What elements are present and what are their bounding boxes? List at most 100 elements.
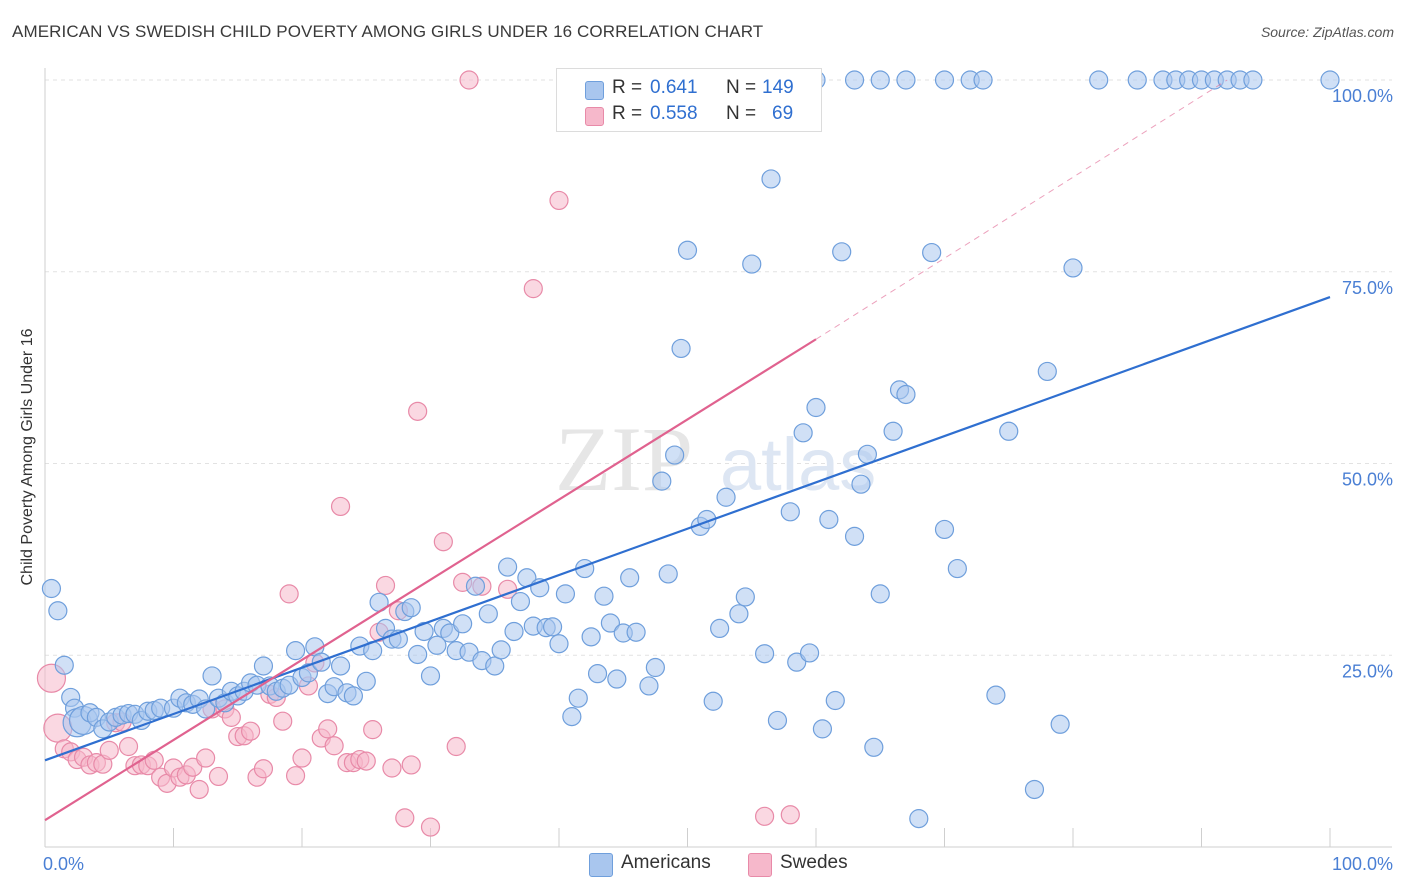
- americans-point-106: [742, 254, 762, 274]
- americans-point-79: [549, 634, 569, 654]
- swedes-point-56: [401, 755, 421, 775]
- swedes-swatch: [585, 107, 604, 126]
- americans-point-81: [562, 707, 582, 727]
- americans-point-119: [844, 526, 865, 546]
- americans-point-98: [677, 240, 698, 260]
- swedes-point-33: [253, 759, 274, 779]
- americans-point-149: [1320, 70, 1340, 90]
- swedes-point-49: [356, 751, 376, 771]
- americans-point-118: [832, 242, 852, 262]
- swedes-point-12: [118, 736, 139, 757]
- swedes-point-55: [395, 808, 415, 828]
- americans-legend-label: Americans: [621, 852, 711, 873]
- axes: [44, 68, 1392, 848]
- swedes-point-44: [324, 736, 344, 756]
- r-label: R =: [612, 77, 643, 98]
- swedes-point-62: [459, 70, 479, 90]
- source-label: Source: ZipAtlas.com: [1260, 24, 1394, 40]
- americans-point-95: [658, 564, 678, 584]
- americans-point-88: [607, 669, 627, 689]
- americans-point-124: [883, 421, 903, 441]
- americans-point-113: [799, 643, 820, 663]
- americans-point-82: [568, 688, 588, 708]
- swedes-point-68: [780, 805, 800, 825]
- swedes-point-9: [99, 740, 119, 760]
- americans-point-86: [594, 586, 614, 606]
- n-label: N =: [726, 77, 757, 98]
- x-tick-label-1: 100.0%: [1332, 854, 1393, 874]
- americans-point-64: [453, 614, 473, 634]
- americans-point-49: [356, 671, 376, 691]
- americans-point-107: [754, 644, 775, 664]
- americans-point-45: [330, 656, 351, 676]
- americans-point-116: [819, 509, 839, 530]
- americans-point-80: [555, 584, 576, 604]
- x-tick-label-0: 0.0%: [43, 854, 84, 874]
- americans-point-132: [973, 70, 993, 90]
- swedes-point-36: [273, 711, 293, 731]
- americans-point-71: [498, 557, 518, 577]
- swedes-legend-label: Swedes: [780, 852, 848, 873]
- swedes-point-60: [446, 736, 466, 757]
- swedes-point-38: [285, 766, 306, 786]
- americans-point-133: [986, 685, 1006, 705]
- americans-point-38: [285, 641, 306, 661]
- americans-point-140: [1127, 70, 1147, 90]
- americans-point-57: [408, 644, 428, 665]
- r-value: 0.641: [650, 77, 698, 98]
- swedes-trend-line: [44, 338, 817, 822]
- americans-legend-swatch: [589, 853, 613, 877]
- americans-point-103: [716, 487, 736, 507]
- swedes-point-23: [189, 779, 209, 800]
- swedes-point-31: [241, 721, 261, 741]
- swedes-point-52: [375, 575, 396, 596]
- americans-point-157: [896, 70, 916, 90]
- americans-point-33: [253, 656, 274, 676]
- americans-point-40: [298, 663, 319, 683]
- americans-trend-line: [44, 296, 1331, 762]
- americans-point-155: [844, 70, 865, 90]
- americans-point-25: [202, 666, 222, 686]
- americans-point-93: [645, 657, 665, 678]
- y-axis-label: Child Poverty Among Girls Under 16: [19, 328, 36, 585]
- americans-point-138: [1063, 258, 1083, 278]
- swedes-point-65: [523, 279, 543, 299]
- americans-point-60: [427, 635, 447, 655]
- americans-swatch: [585, 81, 604, 100]
- trend-lines: [44, 79, 1331, 822]
- swedes-point-58: [420, 817, 441, 837]
- americans-point-87: [600, 613, 621, 633]
- americans-point-42: [311, 652, 331, 672]
- americans-point-135: [1024, 779, 1045, 800]
- americans-point-126: [896, 384, 916, 405]
- americans-point-139: [1089, 70, 1109, 90]
- americans-point-134: [999, 421, 1019, 441]
- swedes-trend-line-extension: [815, 79, 1228, 340]
- americans-point-115: [812, 719, 833, 739]
- americans-point-96: [665, 445, 685, 465]
- americans-point-0: [41, 578, 62, 599]
- americans-point-56: [401, 598, 421, 618]
- y-tick-label-0: 25.0%: [1342, 661, 1393, 681]
- americans-point-104: [729, 604, 749, 624]
- americans-point-2: [54, 655, 74, 675]
- americans-point-114: [806, 397, 826, 418]
- americans-point-90: [620, 568, 640, 588]
- americans-point-130: [947, 558, 967, 579]
- americans-point-105: [735, 587, 755, 607]
- swedes-point-57: [408, 401, 428, 421]
- swedes-point-43: [318, 719, 338, 739]
- swedes-point-37: [279, 584, 299, 604]
- americans-point-85: [587, 664, 608, 684]
- y-tick-label-3: 100.0%: [1332, 86, 1393, 106]
- swedes-point-16: [144, 750, 164, 770]
- swedes-point-66: [549, 190, 569, 211]
- americans-point-158: [934, 70, 955, 90]
- r-label: R =: [612, 103, 643, 124]
- americans-point-73: [510, 591, 531, 612]
- americans-point-112: [793, 423, 813, 443]
- americans-point-58: [414, 621, 434, 642]
- americans-point-102: [710, 618, 730, 639]
- n-label: N =: [726, 103, 757, 124]
